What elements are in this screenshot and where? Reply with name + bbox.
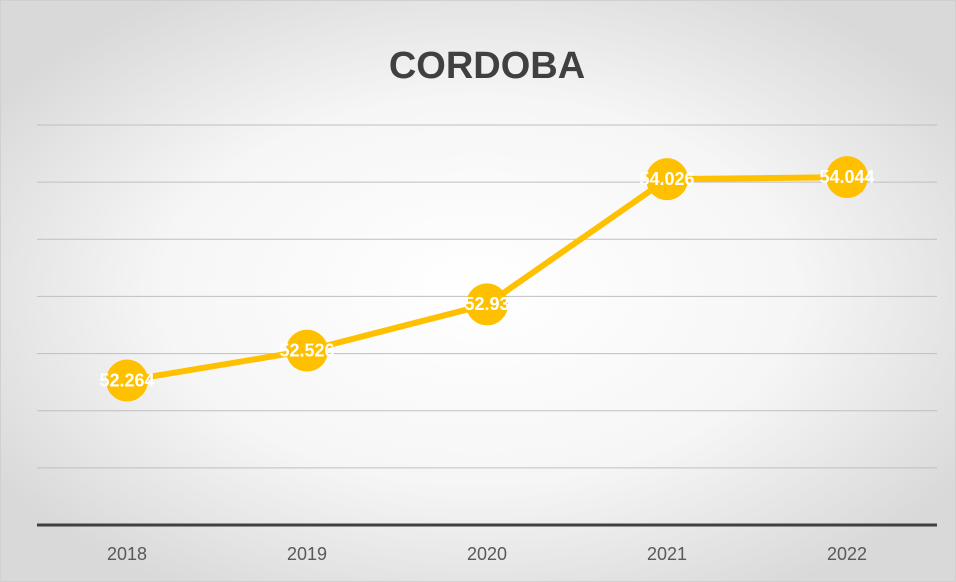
x-tick-label: 2022: [827, 544, 867, 564]
data-label: 52.264: [99, 370, 154, 390]
x-tick-label: 2018: [107, 544, 147, 564]
x-tick-label: 2021: [647, 544, 687, 564]
data-label: 52.526: [279, 340, 334, 360]
x-tick-label: 2020: [467, 544, 507, 564]
chart-title: CORDOBA: [389, 45, 585, 87]
marker: [466, 283, 508, 326]
data-label: 52.93: [464, 294, 509, 314]
data-label: 54.026: [639, 169, 694, 189]
marker: [646, 158, 688, 201]
marker: [826, 156, 868, 199]
marker: [106, 359, 148, 402]
data-label: 54.044: [819, 167, 874, 187]
x-tick-label: 2019: [287, 544, 327, 564]
marker: [286, 329, 328, 372]
